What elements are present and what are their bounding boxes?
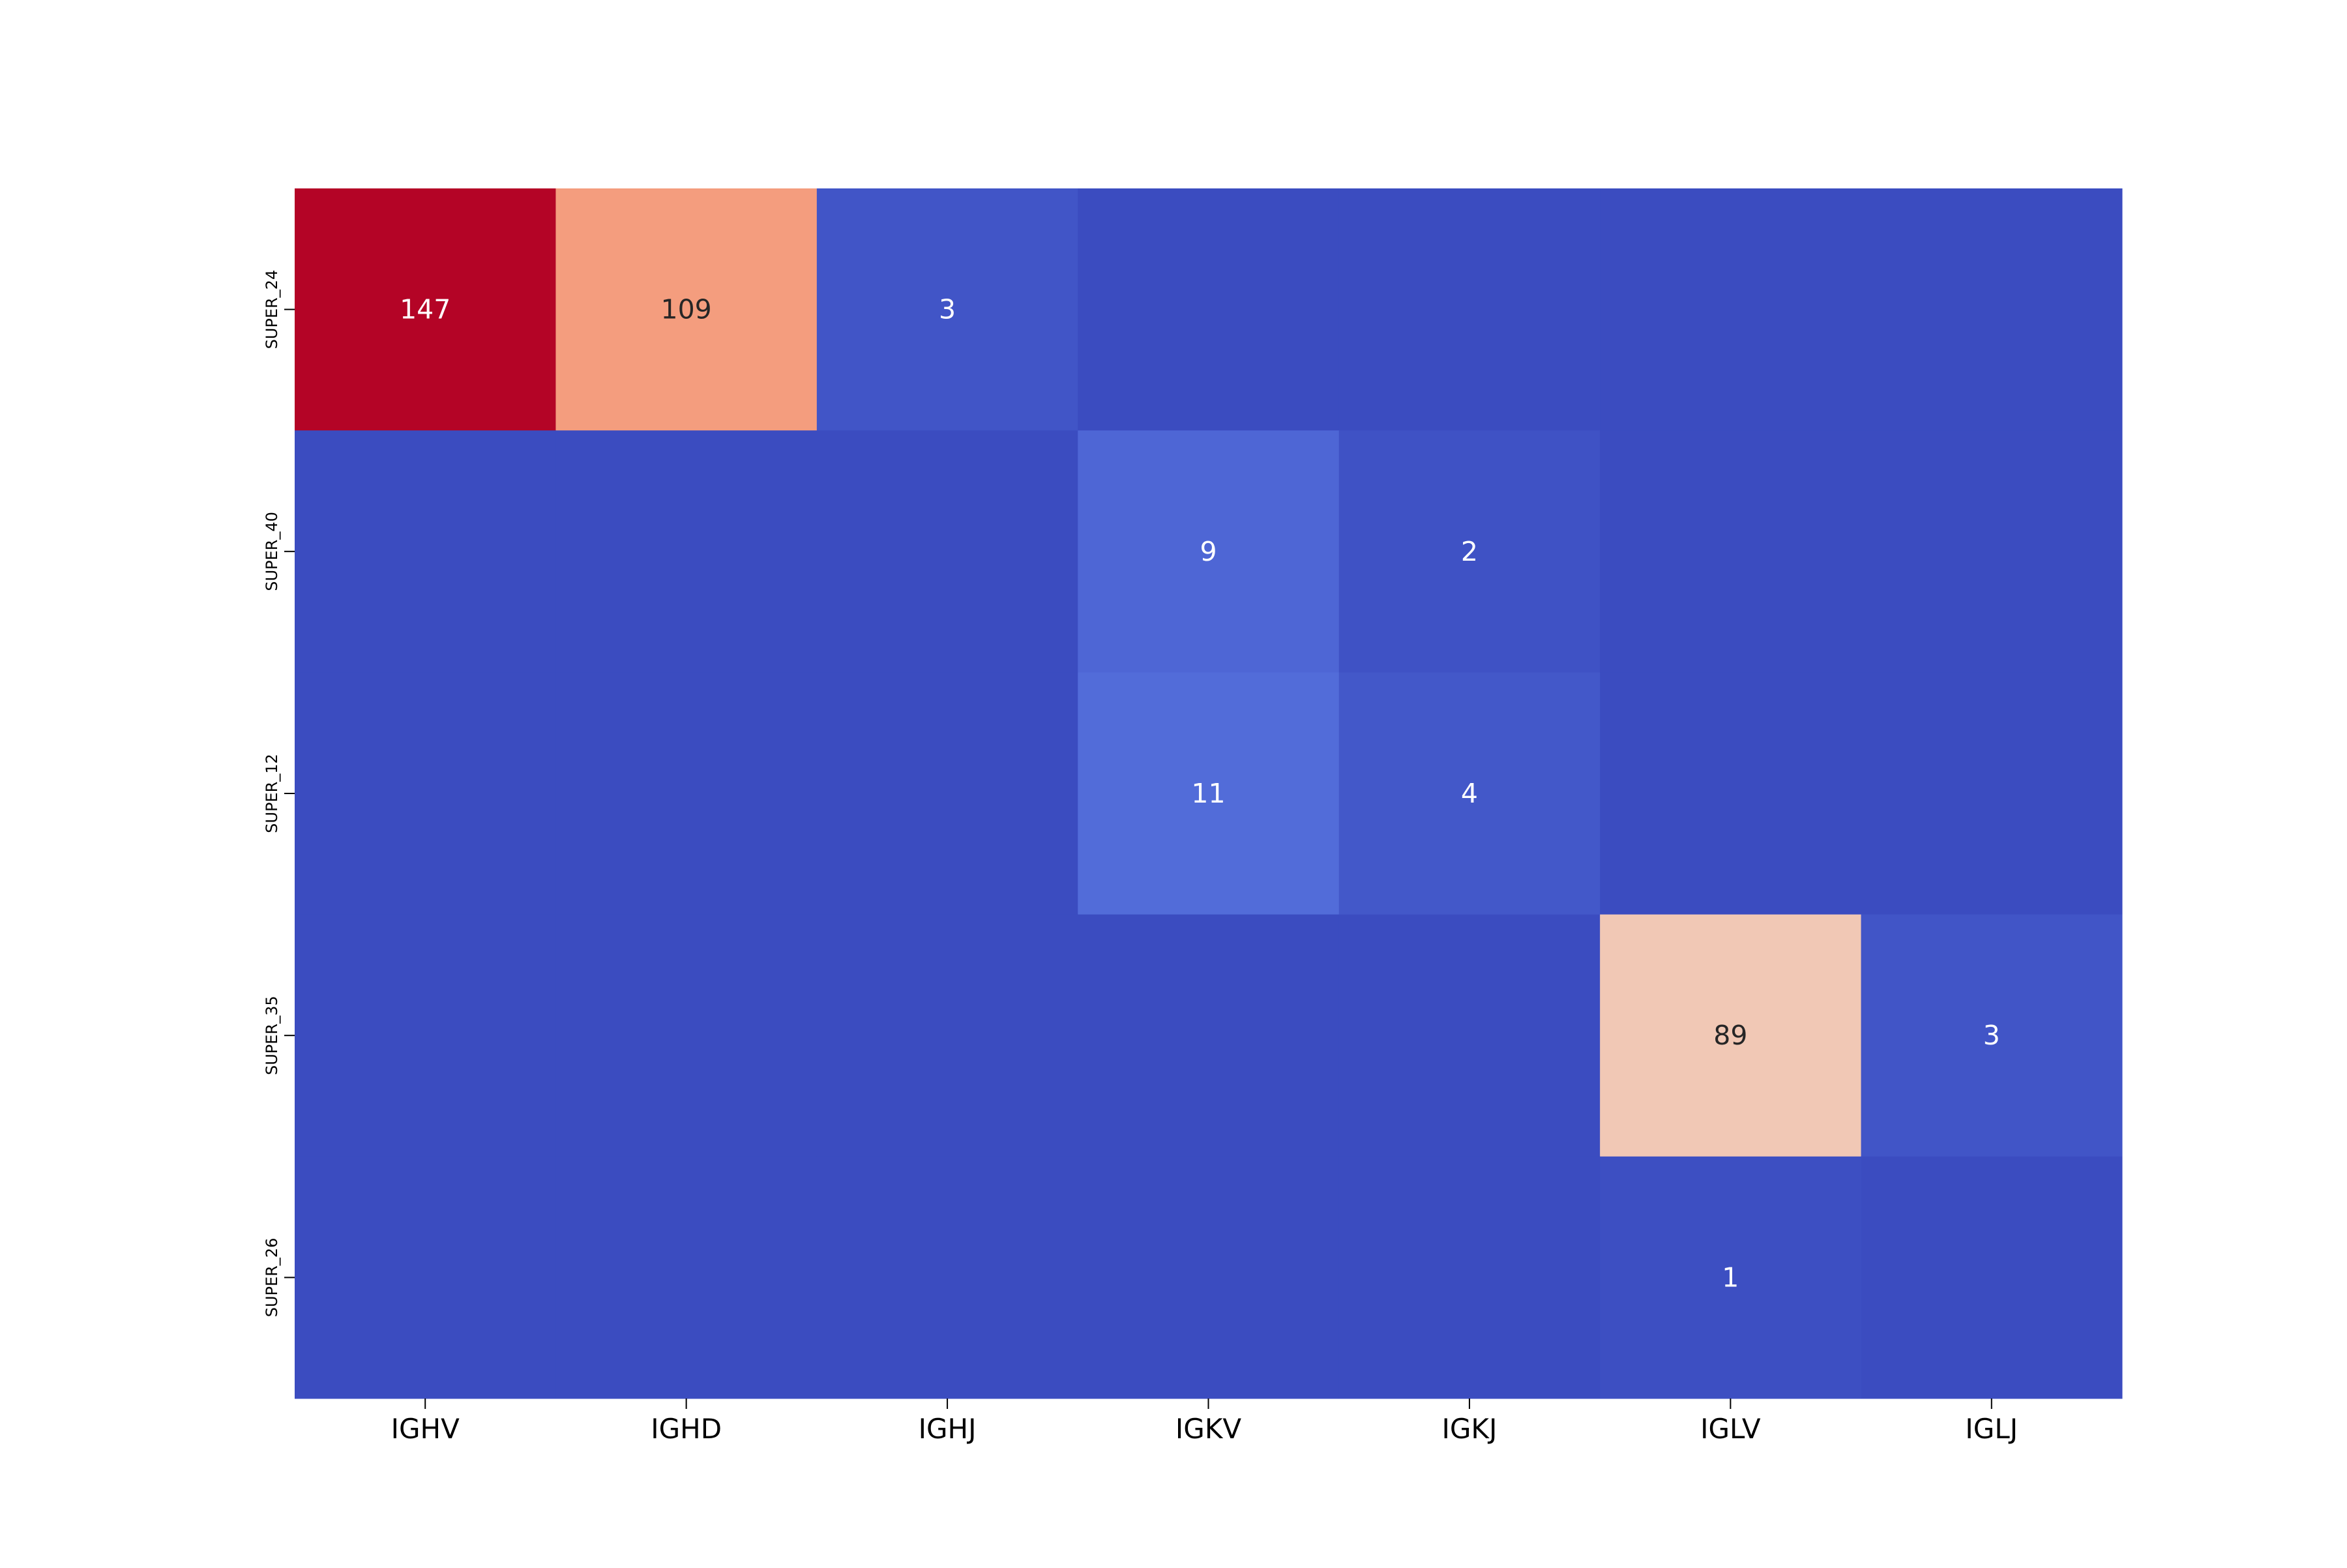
x-tick-label: IGKV [1175, 1413, 1241, 1445]
heatmap-cell-SUPER_35-IGHJ [816, 914, 1078, 1157]
y-tick-label: SUPER_35 [263, 996, 281, 1075]
y-tick-label: SUPER_40 [263, 512, 281, 591]
heatmap-cell-SUPER_26-IGHD [555, 1156, 818, 1399]
heatmap-cell-SUPER_26-IGLV [1600, 1156, 1862, 1399]
heatmap-cell-SUPER_26-IGHJ [816, 1156, 1078, 1399]
heatmap-cell-SUPER_12-IGKV [1078, 672, 1340, 915]
x-tick-label: IGHV [391, 1413, 460, 1445]
x-tick-label: IGLV [1700, 1413, 1761, 1445]
heatmap-cell-SUPER_26-IGKV [1078, 1156, 1340, 1399]
cell-value-label: 3 [1983, 1020, 2000, 1051]
heatmap-cell-SUPER_24-IGHV [295, 188, 556, 431]
heatmap-cell-SUPER_35-IGKJ [1338, 914, 1601, 1157]
heatmap-cell-SUPER_12-IGHJ [816, 672, 1078, 915]
cell-value-label: 89 [1713, 1020, 1747, 1051]
heatmap-cell-SUPER_40-IGKJ [1338, 430, 1601, 673]
cell-value-label: 147 [400, 294, 450, 325]
x-tick-label: IGLJ [1965, 1413, 2018, 1445]
heatmap-cell-SUPER_12-IGLJ [1861, 672, 2123, 915]
cell-value-label: 2 [1461, 536, 1478, 567]
x-axis: IGHV IGHD IGHJ IGKV IGKJ IGLV IGLJ [391, 1398, 2018, 1445]
heatmap-cell-SUPER_12-IGHV [295, 672, 556, 915]
heatmap-cell-SUPER_24-IGKJ [1338, 188, 1601, 431]
heatmap-cells [295, 188, 2123, 1399]
x-tick-label: IGKJ [1441, 1413, 1497, 1445]
heatmap-cell-labels: 147 109 3 9 2 11 4 89 3 1 [400, 294, 2000, 1294]
heatmap-cell-SUPER_35-IGHV [295, 914, 556, 1157]
cell-value-label: 9 [1200, 536, 1217, 567]
heatmap-cell-SUPER_12-IGKJ [1338, 672, 1601, 915]
heatmap-cell-SUPER_26-IGLJ [1861, 1156, 2123, 1399]
heatmap-cell-SUPER_24-IGKV [1078, 188, 1340, 431]
x-tick-label: IGHD [651, 1413, 722, 1445]
heatmap-cell-SUPER_40-IGKV [1078, 430, 1340, 673]
x-tick-label: IGHJ [919, 1413, 977, 1445]
cell-value-label: 11 [1191, 778, 1225, 809]
heatmap-cell-SUPER_12-IGLV [1600, 672, 1862, 915]
heatmap-cell-SUPER_40-IGLV [1600, 430, 1862, 673]
heatmap-cell-SUPER_35-IGLJ [1861, 914, 2123, 1157]
heatmap-cell-SUPER_40-IGHJ [816, 430, 1078, 673]
cell-value-label: 109 [661, 294, 712, 325]
heatmap-cell-SUPER_40-IGLJ [1861, 430, 2123, 673]
heatmap-cell-SUPER_40-IGHV [295, 430, 556, 673]
y-axis: SUPER_24 SUPER_40 SUPER_12 SUPER_35 SUPER_26 [263, 270, 295, 1317]
cell-value-label: 3 [939, 294, 956, 325]
heatmap-cell-SUPER_24-IGLV [1600, 188, 1862, 431]
heatmap-cell-SUPER_40-IGHD [555, 430, 818, 673]
cell-value-label: 4 [1461, 778, 1478, 809]
y-tick-label: SUPER_26 [263, 1238, 281, 1318]
heatmap-cell-SUPER_24-IGHJ [816, 188, 1078, 431]
heatmap-cell-SUPER_26-IGKJ [1338, 1156, 1601, 1399]
heatmap-cell-SUPER_35-IGHD [555, 914, 818, 1157]
cell-value-label: 1 [1722, 1262, 1739, 1293]
y-tick-label: SUPER_24 [263, 270, 281, 349]
heatmap-cell-SUPER_35-IGLV [1600, 914, 1862, 1157]
heatmap-cell-SUPER_35-IGKV [1078, 914, 1340, 1157]
heatmap-cell-SUPER_24-IGLJ [1861, 188, 2123, 431]
heatmap-cell-SUPER_24-IGHD [555, 188, 818, 431]
heatmap-cell-SUPER_12-IGHD [555, 672, 818, 915]
y-tick-label: SUPER_12 [263, 754, 281, 833]
heatmap-cell-SUPER_26-IGHV [295, 1156, 556, 1399]
